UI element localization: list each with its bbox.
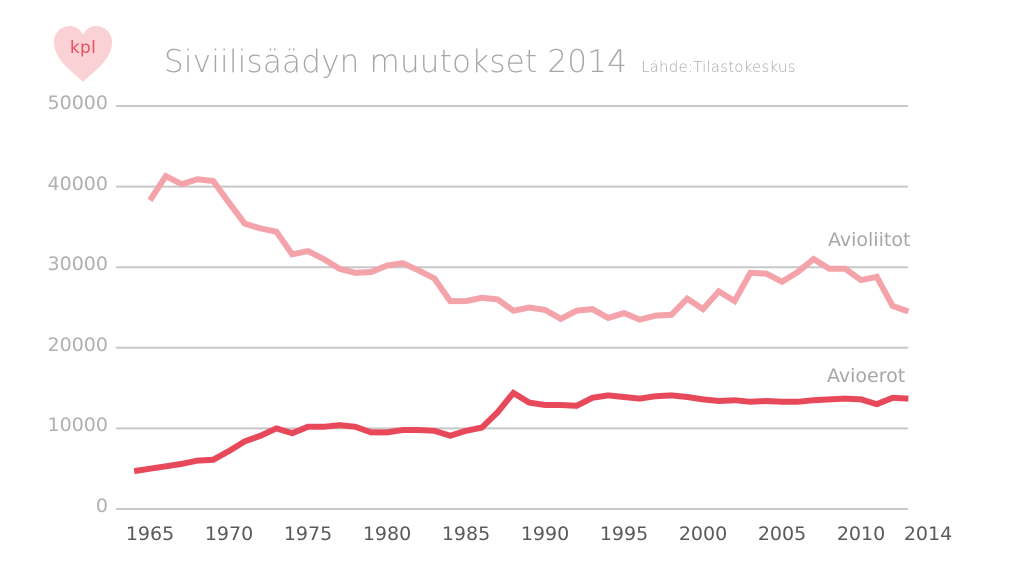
- heart-icon: [54, 26, 112, 82]
- divorces-line: [133, 388, 909, 475]
- gridlines: [116, 105, 908, 510]
- y-tick-label: 40000: [47, 172, 108, 195]
- y-tick-label: 10000: [47, 414, 108, 437]
- y-tick-label: 50000: [47, 92, 108, 114]
- x-tick-label: 2005: [757, 523, 807, 545]
- unit-badge: kpl: [52, 24, 114, 84]
- x-tick-label: 2010: [836, 523, 886, 545]
- marriages-line: [147, 172, 910, 323]
- y-tick-label: 20000: [47, 333, 108, 356]
- x-tick-label: 1965: [125, 523, 175, 545]
- x-tick-label: 1980: [362, 523, 412, 545]
- title-text: Siviilisäädyn muutokset 2014: [164, 44, 628, 80]
- x-tick-label: 2014: [903, 523, 953, 545]
- x-tick-label: 1970: [204, 523, 254, 545]
- x-tick-label: 1990: [520, 523, 570, 545]
- divorces-series-label: Avioerot: [827, 365, 906, 387]
- y-tick-label: 0: [95, 495, 108, 517]
- x-tick-label: 1985: [441, 523, 491, 545]
- x-tick-label: 2000: [678, 523, 728, 545]
- source-label: Lähde:Tilastokeskus: [641, 58, 796, 76]
- x-tick-label: 1975: [283, 523, 333, 545]
- marriages-series-label: Avioliitot: [828, 229, 911, 251]
- y-tick-label: 30000: [47, 253, 108, 276]
- chart-title: Siviilisäädyn muutokset 2014 Lähde:Tilas…: [164, 44, 796, 80]
- unit-label: kpl: [69, 38, 97, 58]
- x-tick-label: 1995: [599, 523, 649, 545]
